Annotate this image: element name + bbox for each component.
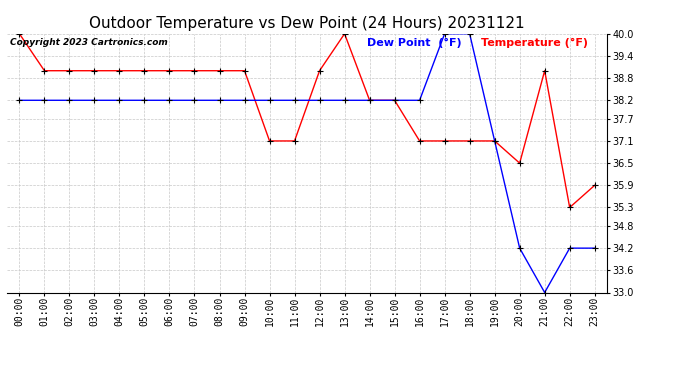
Text: Temperature (°F): Temperature (°F) xyxy=(481,38,588,48)
Text: Dew Point  (°F): Dew Point (°F) xyxy=(367,38,462,48)
Title: Outdoor Temperature vs Dew Point (24 Hours) 20231121: Outdoor Temperature vs Dew Point (24 Hou… xyxy=(89,16,525,31)
Text: Copyright 2023 Cartronics.com: Copyright 2023 Cartronics.com xyxy=(10,38,168,46)
